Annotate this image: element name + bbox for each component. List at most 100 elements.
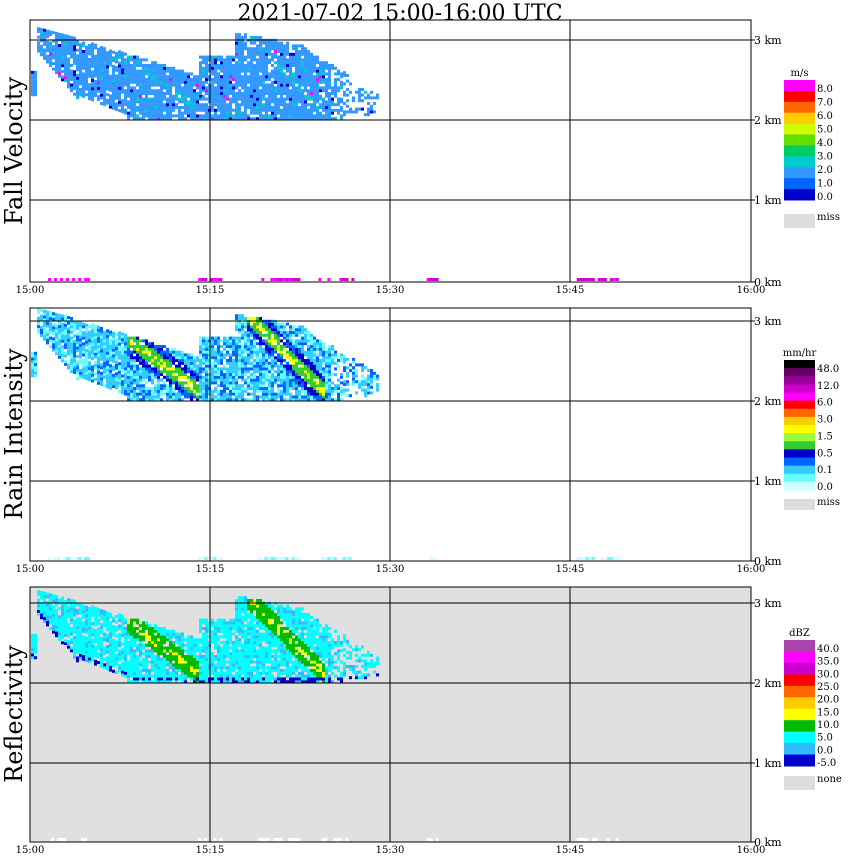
data-cell xyxy=(205,64,208,67)
data-cell xyxy=(40,314,43,318)
data-cell xyxy=(133,655,136,658)
data-cell xyxy=(142,359,145,362)
data-cell xyxy=(103,80,106,84)
data-cell xyxy=(136,367,139,371)
data-cell xyxy=(121,650,124,654)
data-cell xyxy=(133,671,136,675)
data-cell xyxy=(274,359,277,362)
data-cell xyxy=(343,369,346,372)
data-cell xyxy=(121,57,124,61)
data-cell xyxy=(64,329,67,333)
data-cell xyxy=(253,117,256,121)
data-cell xyxy=(286,86,289,90)
data-cell xyxy=(121,642,124,646)
data-cell xyxy=(223,381,226,385)
data-cell xyxy=(73,638,76,642)
data-cell xyxy=(205,108,208,112)
data-cell xyxy=(214,356,217,360)
data-cell xyxy=(169,364,172,368)
data-cell xyxy=(94,335,97,339)
data-cell xyxy=(250,61,253,65)
data-cell xyxy=(181,89,184,93)
data-cell xyxy=(325,94,328,98)
data-cell xyxy=(256,333,259,337)
data-cell xyxy=(100,85,103,89)
data-cell xyxy=(319,347,322,351)
data-cell xyxy=(280,47,283,51)
data-cell xyxy=(277,356,280,360)
data-cell xyxy=(61,41,64,45)
data-cell xyxy=(316,69,319,73)
data-cell xyxy=(313,359,316,362)
data-cell xyxy=(313,395,316,399)
data-cell xyxy=(325,83,328,87)
data-cell xyxy=(172,359,175,362)
data-cell xyxy=(247,100,250,104)
data-cell xyxy=(199,86,202,90)
data-cell xyxy=(49,607,52,611)
data-cell xyxy=(268,322,271,326)
data-cell xyxy=(292,370,295,374)
data-cell xyxy=(79,637,82,640)
data-cell xyxy=(262,322,265,326)
data-cell xyxy=(169,398,172,402)
data-cell xyxy=(46,310,49,314)
data-cell xyxy=(88,69,91,73)
data-cell xyxy=(64,351,67,355)
data-cell xyxy=(115,634,118,638)
data-cell xyxy=(268,50,271,53)
data-cell xyxy=(67,35,70,39)
data-cell xyxy=(118,95,121,99)
data-cell xyxy=(112,348,115,352)
data-cell xyxy=(280,333,283,337)
data-cell xyxy=(148,378,151,382)
data-cell xyxy=(82,646,85,650)
data-cell xyxy=(310,347,313,351)
data-cell xyxy=(97,84,100,87)
data-cell xyxy=(124,63,127,67)
data-cell xyxy=(130,97,133,101)
data-cell xyxy=(148,64,151,67)
data-cell xyxy=(283,100,286,104)
data-cell xyxy=(328,395,331,399)
data-cell xyxy=(343,113,346,117)
data-cell xyxy=(103,64,106,67)
data-cell xyxy=(235,69,238,73)
data-cell xyxy=(211,350,214,354)
data-cell xyxy=(226,72,229,76)
data-cell xyxy=(232,97,235,101)
data-cell xyxy=(238,41,241,45)
data-cell xyxy=(304,58,307,62)
data-cell xyxy=(217,336,220,340)
data-cell xyxy=(49,345,52,348)
data-cell xyxy=(277,103,280,107)
data-cell xyxy=(49,627,52,630)
data-cell xyxy=(328,111,331,115)
data-cell xyxy=(238,342,241,346)
data-cell xyxy=(97,373,100,377)
data-cell xyxy=(79,611,82,615)
data-cell xyxy=(88,60,91,64)
data-cell xyxy=(235,367,238,371)
data-cell xyxy=(214,353,217,357)
data-cell xyxy=(142,78,145,81)
data-cell xyxy=(82,359,85,362)
data-cell xyxy=(289,373,292,376)
data-cell xyxy=(247,345,250,348)
data-cell xyxy=(271,356,274,360)
data-cell xyxy=(175,395,178,399)
data-cell xyxy=(58,330,61,334)
surface-cell xyxy=(75,557,79,560)
data-cell xyxy=(184,392,187,396)
data-cell xyxy=(199,387,202,390)
data-cell xyxy=(253,92,256,95)
data-cell xyxy=(310,342,313,346)
data-cell xyxy=(178,353,181,357)
data-cell xyxy=(331,108,334,112)
data-cell xyxy=(265,347,268,351)
data-cell xyxy=(43,603,46,606)
data-cell xyxy=(142,361,145,365)
data-cell xyxy=(73,53,76,57)
data-cell xyxy=(244,359,247,362)
data-cell xyxy=(91,90,94,93)
